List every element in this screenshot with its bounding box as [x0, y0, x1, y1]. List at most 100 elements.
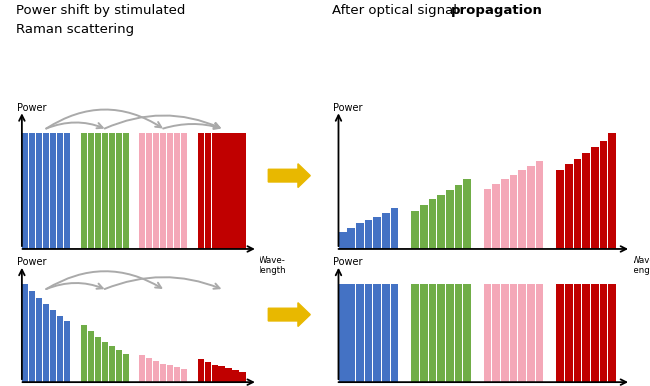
Bar	[29, 291, 35, 382]
FancyArrow shape	[268, 303, 310, 327]
Text: Wave-
length: Wave- length	[258, 256, 286, 274]
Bar	[556, 284, 564, 382]
Bar	[50, 310, 57, 382]
Bar	[356, 223, 364, 249]
Bar	[437, 195, 445, 249]
Bar	[382, 213, 390, 249]
Bar	[356, 284, 364, 382]
Bar	[599, 284, 607, 382]
Text: L band: L band	[499, 258, 528, 267]
Bar	[536, 284, 543, 382]
Bar	[116, 350, 122, 382]
Text: U band: U band	[571, 258, 601, 267]
Bar	[339, 284, 346, 382]
Bar	[50, 133, 57, 249]
Bar	[22, 133, 29, 249]
Bar	[64, 133, 70, 249]
Bar	[599, 141, 607, 249]
Bar	[374, 284, 381, 382]
Bar	[501, 179, 509, 249]
Bar	[211, 133, 218, 249]
Bar	[519, 170, 526, 249]
Bar	[116, 133, 122, 249]
Bar	[101, 133, 108, 249]
Bar	[446, 284, 454, 382]
Bar	[43, 133, 49, 249]
Bar	[493, 284, 500, 382]
Bar	[463, 284, 471, 382]
Bar	[174, 133, 180, 249]
Bar	[160, 364, 166, 382]
Bar	[64, 322, 70, 382]
Text: U band: U band	[206, 258, 237, 267]
Bar	[428, 284, 436, 382]
Bar	[536, 161, 543, 249]
Bar	[181, 133, 187, 249]
Bar	[608, 133, 616, 249]
Text: Power: Power	[18, 103, 47, 113]
Bar	[122, 133, 129, 249]
Bar	[348, 284, 355, 382]
Bar	[211, 364, 218, 382]
Bar	[226, 368, 231, 382]
Bar	[22, 284, 29, 382]
Bar	[101, 342, 108, 382]
Bar	[582, 284, 590, 382]
Bar	[29, 133, 35, 249]
Text: After optical signal: After optical signal	[332, 4, 461, 17]
Bar	[239, 372, 246, 382]
Bar	[573, 284, 581, 382]
Bar	[454, 185, 462, 249]
Bar	[139, 355, 146, 382]
Bar	[428, 199, 436, 249]
Text: Power: Power	[333, 257, 363, 267]
Bar	[167, 366, 173, 382]
Bar	[146, 133, 152, 249]
Bar	[181, 369, 187, 382]
Bar	[174, 367, 180, 382]
Bar	[233, 133, 239, 249]
Bar	[36, 133, 42, 249]
Bar	[591, 147, 599, 249]
Bar	[122, 354, 129, 382]
Bar	[591, 284, 599, 382]
Bar	[565, 164, 573, 249]
Bar	[233, 371, 239, 382]
Bar	[167, 133, 173, 249]
Bar	[510, 175, 517, 249]
Bar	[218, 366, 225, 382]
Bar	[88, 331, 94, 382]
Bar	[382, 284, 390, 382]
Bar	[36, 298, 42, 382]
Bar	[348, 228, 355, 249]
Bar	[493, 184, 500, 249]
Bar	[582, 153, 590, 249]
Bar	[556, 170, 564, 249]
Bar	[198, 133, 203, 249]
Bar	[57, 133, 63, 249]
Bar	[365, 284, 372, 382]
Bar	[218, 133, 225, 249]
Bar	[484, 189, 491, 249]
Text: C band: C band	[426, 258, 456, 267]
Bar	[88, 133, 94, 249]
Bar	[43, 304, 49, 382]
Bar	[519, 284, 526, 382]
Text: Wave-
length: Wave- length	[632, 256, 650, 274]
Bar	[420, 205, 428, 249]
Bar	[446, 190, 454, 249]
Bar	[205, 362, 211, 382]
Bar	[411, 284, 419, 382]
Bar	[501, 284, 509, 382]
Bar	[391, 208, 398, 249]
Bar	[81, 325, 87, 382]
Text: S band: S band	[354, 258, 384, 267]
Text: C band: C band	[90, 258, 120, 267]
Bar	[608, 284, 616, 382]
Bar	[527, 284, 535, 382]
Bar	[527, 166, 535, 249]
Bar	[146, 358, 152, 382]
Bar	[95, 337, 101, 382]
Bar	[139, 133, 146, 249]
FancyArrow shape	[268, 164, 310, 188]
